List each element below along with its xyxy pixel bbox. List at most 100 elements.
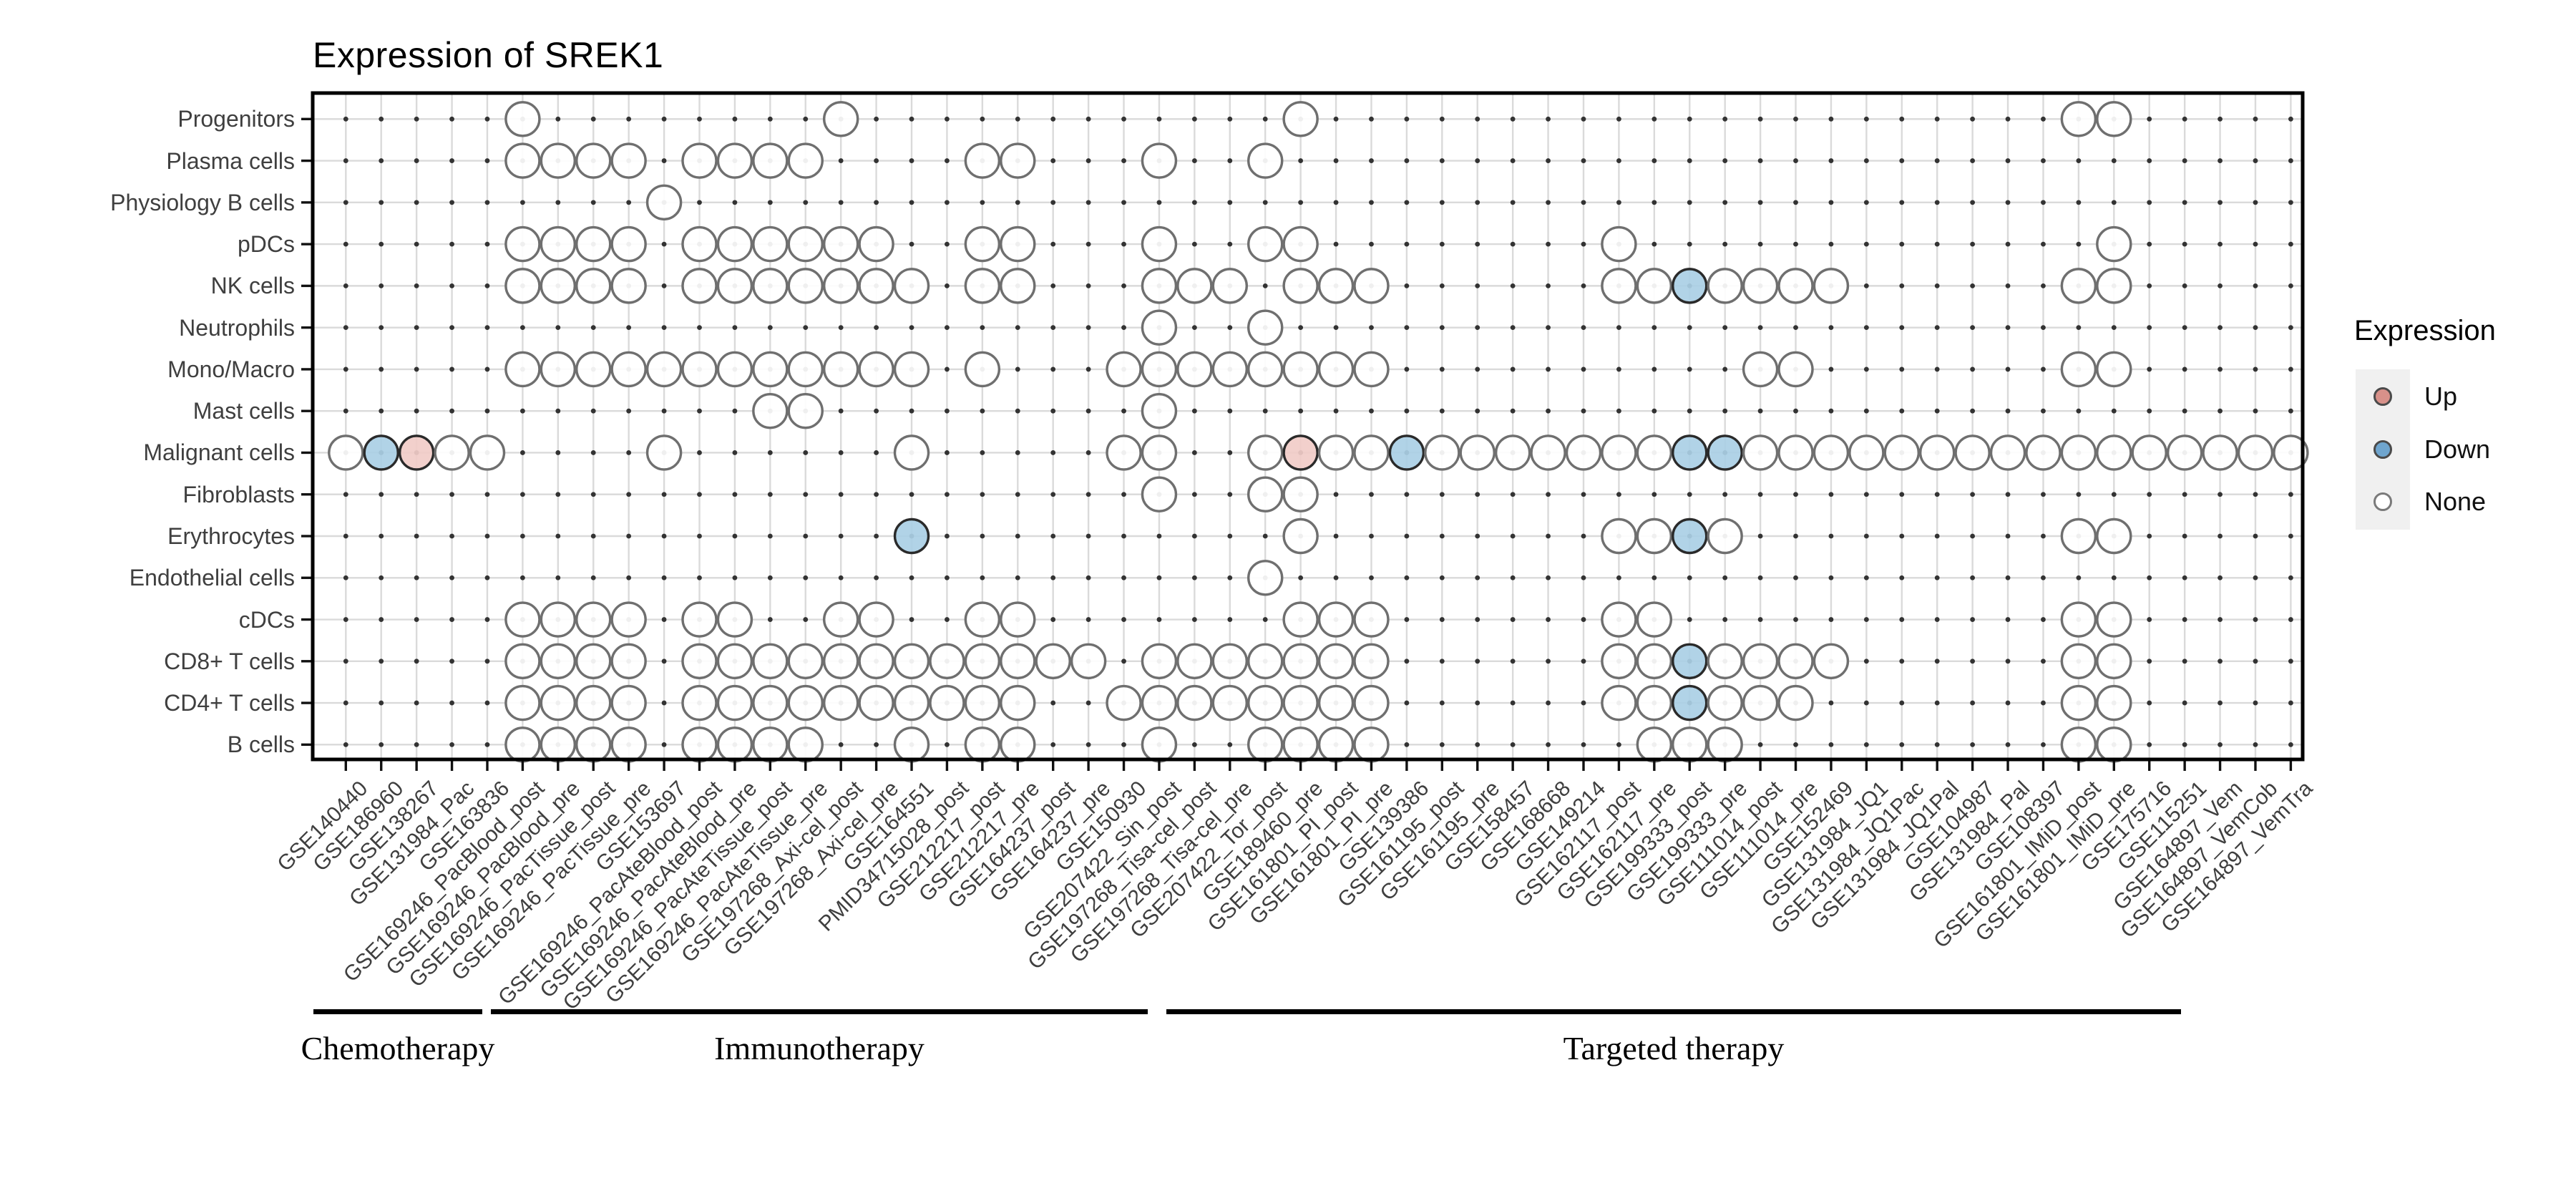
grid-point (1404, 658, 1410, 664)
data-point (2202, 434, 2238, 471)
grid-point (1934, 325, 1940, 331)
y-axis-label: Plasma cells (166, 147, 295, 174)
grid-point (520, 492, 525, 497)
grid-point (2253, 325, 2258, 331)
data-point (575, 684, 612, 721)
data-point (1565, 434, 1602, 471)
grid-point (2218, 241, 2223, 247)
grid-point (1687, 200, 1692, 205)
grid-point (414, 325, 419, 331)
data-point (752, 643, 789, 680)
grid-point (1793, 116, 1798, 122)
grid-point (449, 158, 454, 163)
grid-point (1828, 241, 1834, 247)
grid-point (1546, 658, 1551, 664)
grid-point (1121, 742, 1126, 747)
grid-point (1934, 533, 1940, 539)
data-point (893, 684, 930, 721)
grid-point (1616, 492, 1621, 497)
grid-point (1050, 325, 1056, 331)
grid-point (1369, 241, 1374, 247)
grid-point (1510, 742, 1516, 747)
data-point (1141, 142, 1178, 179)
grid-point (520, 200, 525, 205)
grid-point (2253, 241, 2258, 247)
grid-point (1121, 241, 1126, 247)
grid-point (379, 575, 384, 580)
grid-point (2147, 700, 2152, 706)
grid-point (2041, 200, 2046, 205)
grid-point (2253, 492, 2258, 497)
grid-point (1863, 533, 1869, 539)
grid-point (980, 408, 985, 414)
grid-point (661, 700, 667, 706)
grid-point (980, 492, 985, 497)
grid-point (626, 325, 632, 331)
grid-point (2076, 158, 2082, 163)
grid-point (484, 658, 490, 664)
data-point (1601, 684, 1637, 721)
data-point (1530, 434, 1566, 471)
grid-point (1687, 492, 1692, 497)
data-point (1141, 351, 1178, 388)
data-point (1141, 726, 1178, 763)
grid-point (1793, 200, 1798, 205)
grid-point (1510, 492, 1516, 497)
data-point (681, 601, 718, 638)
data-point (1282, 434, 1319, 471)
grid-point (1085, 283, 1091, 288)
data-point (610, 225, 647, 263)
grid-point (1156, 617, 1162, 622)
data-point (504, 225, 541, 263)
grid-point (732, 408, 738, 414)
grid-point (2147, 533, 2152, 539)
grid-point (2076, 241, 2082, 247)
grid-point (414, 241, 419, 247)
grid-point (2253, 116, 2258, 122)
grid-point (1262, 408, 1268, 414)
grid-point (909, 158, 914, 163)
data-point (2060, 268, 2097, 304)
grid-point (1298, 408, 1304, 414)
grid-point (1652, 325, 1657, 331)
grid-point (1050, 158, 1056, 163)
grid-point (1262, 617, 1268, 622)
grid-point (590, 408, 596, 414)
grid-point (874, 575, 879, 580)
grid-point (343, 408, 348, 414)
grid-point (1085, 200, 1091, 205)
grid-point (1050, 200, 1056, 205)
data-point (1000, 601, 1036, 638)
data-point (1636, 434, 1673, 471)
grid-point (2041, 158, 2046, 163)
grid-point (1863, 700, 1869, 706)
grid-point (1546, 366, 1551, 372)
data-point (1247, 351, 1284, 388)
grid-point (1085, 366, 1091, 372)
y-axis-label: Malignant cells (143, 439, 295, 466)
data-point (2060, 643, 2097, 680)
data-point (1742, 643, 1779, 680)
grid-point (1828, 408, 1834, 414)
grid-point (1899, 617, 1905, 622)
grid-point (2288, 533, 2293, 539)
data-point (540, 684, 577, 721)
grid-point (1722, 617, 1728, 622)
data-point (893, 517, 930, 555)
grid-point (980, 200, 985, 205)
grid-point (1757, 617, 1763, 622)
grid-point (2182, 283, 2187, 288)
data-point (1883, 434, 1920, 471)
grid-point (1652, 575, 1657, 580)
grid-point (2005, 700, 2011, 706)
grid-point (1015, 325, 1020, 331)
group-label: Chemotherapy (301, 1030, 495, 1066)
grid-point (2253, 533, 2258, 539)
data-point (1317, 643, 1355, 680)
grid-point (1616, 575, 1621, 580)
grid-point (1227, 408, 1233, 414)
grid-point (2218, 366, 2223, 372)
grid-point (1934, 158, 1940, 163)
y-axis-label: pDCs (237, 231, 295, 258)
grid-point (661, 408, 667, 414)
